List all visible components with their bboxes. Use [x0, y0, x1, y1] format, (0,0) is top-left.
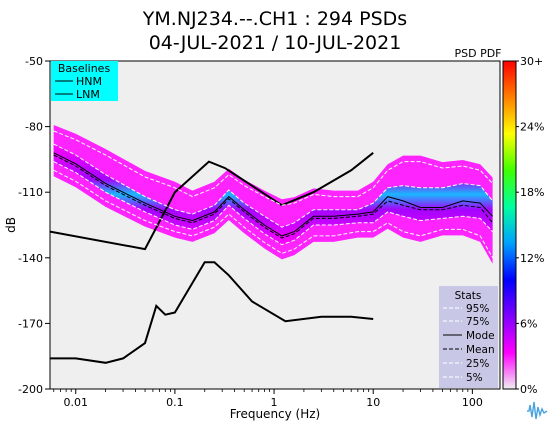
y-tick-label: -200 — [18, 383, 43, 396]
legend-25-label: 25% — [466, 358, 489, 370]
colorbar-tick-label: 18% — [520, 186, 544, 199]
colorbar — [502, 60, 517, 390]
legend-5-label: 5% — [466, 372, 483, 384]
y-tick-label: -140 — [18, 252, 43, 265]
series-lnm-line — [50, 261, 374, 364]
y-axis-label: dB — [4, 217, 18, 233]
y-tick-label: -170 — [18, 317, 43, 330]
pdf-band-inner — [53, 144, 493, 245]
colorbar-label: PSD PDF — [454, 47, 501, 60]
series-25pct-line — [53, 161, 493, 246]
y-tick-label: -80 — [25, 121, 43, 134]
x-tick-label: 0.01 — [63, 396, 88, 409]
series-95pct-line — [53, 130, 493, 206]
legend-mode-label: Mode — [466, 330, 495, 342]
series-hnm-line — [50, 152, 374, 251]
pdf-band-outer — [53, 125, 493, 264]
x-tick-label: 100 — [462, 396, 483, 409]
legend-lnm-label: LNM — [76, 88, 100, 101]
chart-title-line-2: 04-JUL-2021 / 10-JUL-2021 — [149, 32, 402, 54]
legend-hnm-label: HNM — [76, 75, 102, 88]
legend-95-label: 95% — [466, 303, 489, 315]
series-layer — [50, 130, 494, 364]
density-layer — [53, 125, 493, 264]
logo-icon — [526, 399, 548, 421]
plot-frame — [49, 60, 501, 390]
colorbar-tick-label: 6% — [520, 317, 537, 330]
series-mean-line — [53, 154, 493, 239]
x-axis-label: Frequency (Hz) — [230, 407, 321, 421]
colorbar-tick-label: 0% — [520, 383, 537, 396]
stats-legend-title: Stats — [455, 290, 482, 302]
baselines-legend-title: Baselines — [58, 62, 111, 75]
colorbar-tick-label: 12% — [520, 252, 544, 265]
colorbar-tick-label: 24% — [520, 121, 544, 134]
y-tick-label: -110 — [18, 186, 43, 199]
series-75pct-line — [53, 143, 493, 228]
stats-legend: Stats 95% 75% Mode Mean 25% 5% — [439, 286, 498, 388]
chart-title-line-1: YM.NJ234.--.CH1 : 294 PSDs — [142, 8, 407, 30]
series-mode-line — [53, 152, 493, 237]
legend-75-label: 75% — [466, 316, 489, 328]
axis-layer: 0.01 0.1 1 10 100 -50 -80 -110 -140 -170 -200 — [18, 55, 483, 409]
stats-legend-box — [439, 286, 498, 388]
colorbar-ticks: 0% 6% 12% 18% 24% 30+ — [516, 55, 544, 396]
x-tick-label: 1 — [271, 396, 278, 409]
series-5pct-line — [53, 169, 494, 259]
legend-mean-label: Mean — [466, 344, 495, 356]
plot-layer — [50, 125, 494, 364]
x-tick-label: 0.1 — [166, 396, 184, 409]
baselines-legend: Baselines HNM LNM — [51, 61, 118, 101]
colorbar-tick-label: 30+ — [520, 55, 543, 68]
y-tick-label: -50 — [25, 55, 43, 68]
x-tick-label: 10 — [366, 396, 380, 409]
